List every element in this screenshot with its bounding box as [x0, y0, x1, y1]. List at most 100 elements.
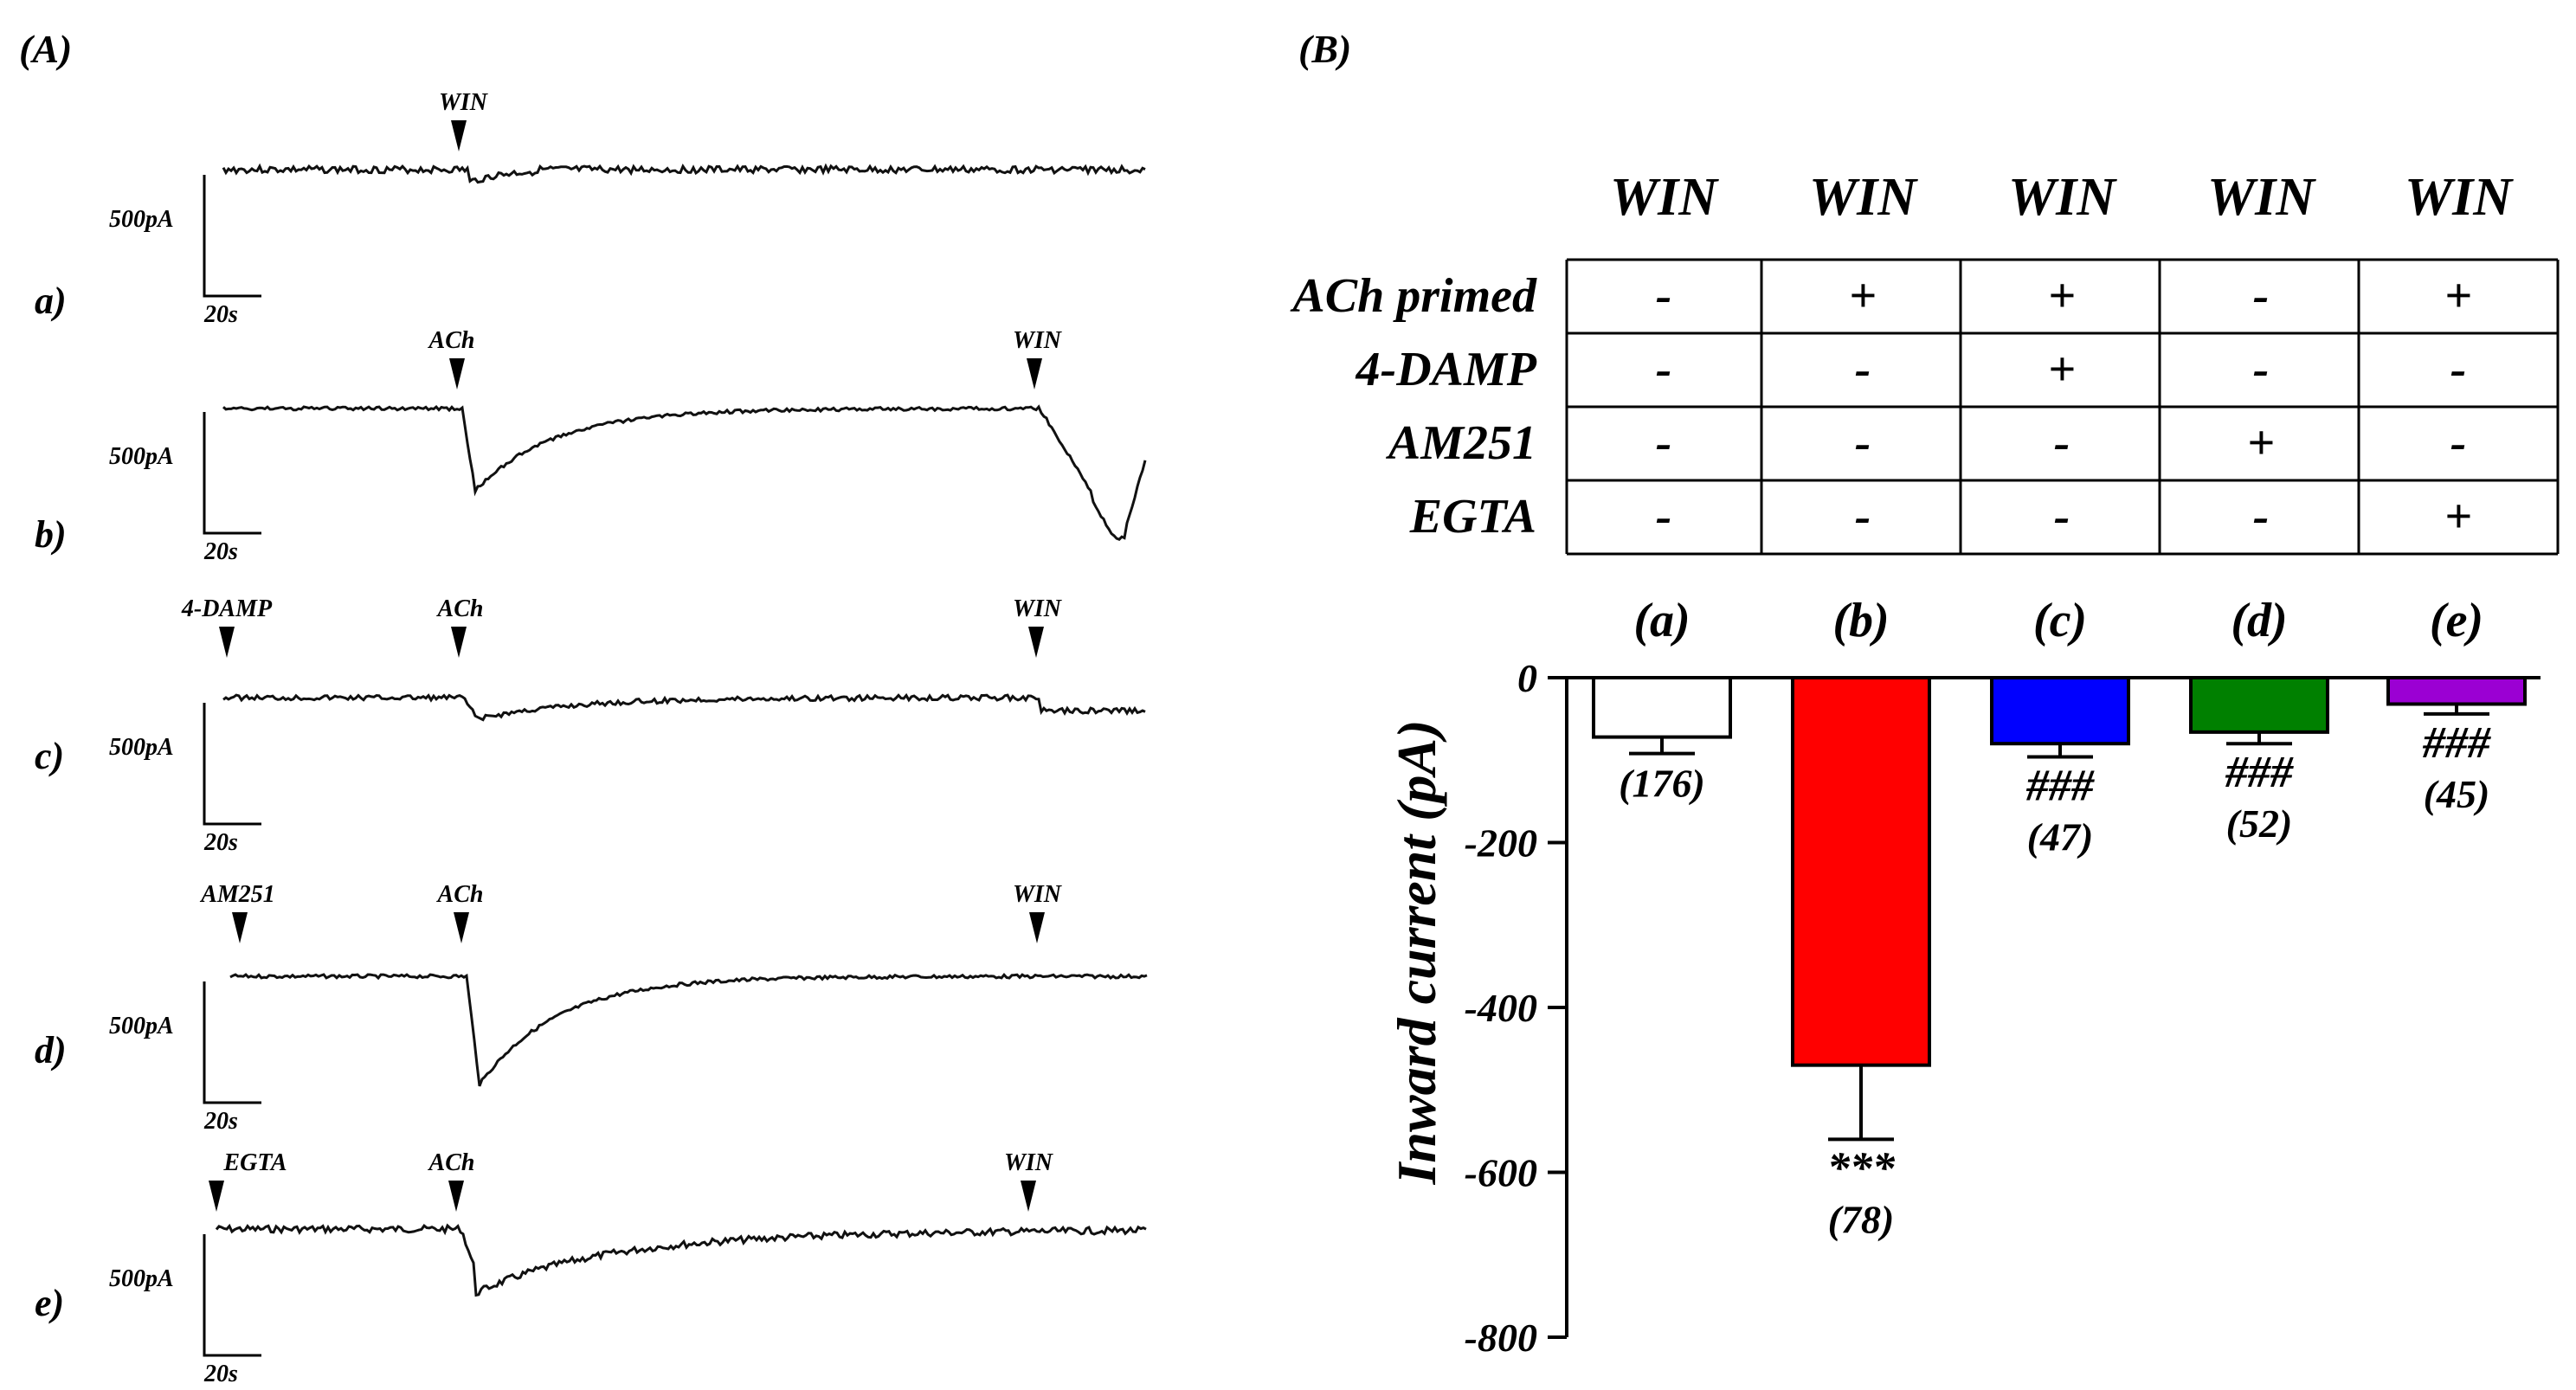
trace-d: d) 500pA 20s AM251 ACh WIN: [35, 881, 1148, 1135]
marker-label: WIN: [1013, 595, 1063, 622]
y-tick-label: -800: [1465, 1316, 1537, 1360]
marker-label: WIN: [439, 89, 489, 116]
current-trace: [229, 973, 1148, 1087]
bar: [1990, 676, 2130, 746]
panel-a: (A) a) 500pA 20s WIN b) 500pA 20s ACh WIN c) 500pA…: [19, 27, 1148, 1387]
marker-label: EGTA: [222, 1149, 287, 1176]
marker-arrow-icon: [1028, 627, 1044, 658]
scale-current-label: 500pA: [109, 1013, 174, 1039]
scale-current-label: 500pA: [109, 443, 174, 470]
bar: [1791, 676, 1931, 1067]
bar: [1592, 676, 1732, 739]
bar-group: (d) ###(52): [2189, 594, 2329, 846]
table-cell: -: [2253, 490, 2270, 544]
scale-time-label: 20s: [203, 1108, 238, 1135]
trace-b: b) 500pA 20s ACh WIN: [35, 327, 1147, 565]
table-header: WIN: [1809, 168, 1918, 227]
marker-arrow-icon: [449, 358, 465, 389]
trace-a: a) 500pA 20s WIN: [35, 89, 1146, 328]
table-cell: -: [1855, 343, 1871, 396]
current-trace: [222, 404, 1147, 541]
table-cell: -: [2450, 343, 2467, 396]
table-cell: -: [2054, 416, 2070, 470]
marker-arrow-icon: [1027, 358, 1042, 389]
scale-bar: [203, 412, 261, 535]
table-header: WIN: [1610, 168, 1719, 227]
marker-label: ACh: [436, 881, 484, 908]
n-label: (52): [2226, 801, 2293, 846]
significance-label: ***: [1827, 1143, 1896, 1193]
scale-current-label: 500pA: [109, 1265, 174, 1292]
n-label: (78): [1828, 1197, 1895, 1241]
panel-a-label: (A): [19, 27, 72, 71]
y-tick-label: 0: [1517, 656, 1537, 700]
significance-label: ###: [2422, 718, 2491, 768]
marker-arrow-icon: [451, 627, 467, 658]
table-row-label: EGTA: [1409, 490, 1536, 544]
significance-label: ###: [2225, 748, 2294, 797]
table-cell: +: [2048, 269, 2076, 323]
marker-label: ACh: [428, 327, 475, 354]
trace-e: e) 500pA 20s EGTA ACh WIN: [35, 1149, 1147, 1387]
category-label: (b): [1832, 594, 1889, 647]
marker-arrow-icon: [1029, 912, 1045, 943]
marker-arrow-icon: [1021, 1181, 1036, 1212]
marker-label: WIN: [1013, 327, 1063, 354]
table-cell: +: [2247, 416, 2275, 470]
table-cell: +: [2048, 343, 2076, 396]
trace-row-label: e): [35, 1282, 64, 1324]
table-cell: -: [1656, 269, 1672, 323]
table-cell: +: [1849, 269, 1877, 323]
table-row-label: 4-DAMP: [1356, 343, 1537, 396]
scale-current-label: 500pA: [109, 206, 174, 233]
bar: [2386, 676, 2527, 706]
trace-row-label: d): [35, 1029, 67, 1071]
condition-table: WIN WIN WIN WIN WIN ACh primed - + + - +4-DAMP - - + -…: [1290, 168, 2560, 556]
marker-arrow-icon: [219, 627, 235, 658]
current-trace: [215, 1223, 1147, 1297]
current-trace: [222, 163, 1146, 184]
marker-arrow-icon: [232, 912, 248, 943]
scale-time-label: 20s: [203, 1361, 238, 1387]
category-label: (a): [1633, 594, 1690, 647]
table-cell: -: [1656, 416, 1672, 470]
table-header: WIN: [2008, 168, 2117, 227]
n-label: (45): [2424, 772, 2490, 816]
marker-arrow-icon: [448, 1181, 464, 1212]
bar: [2189, 676, 2329, 734]
marker-label: ACh: [436, 595, 484, 622]
n-label: (47): [2027, 814, 2094, 859]
marker-arrow-icon: [454, 912, 469, 943]
scale-current-label: 500pA: [109, 734, 174, 761]
table-cell: -: [2450, 416, 2467, 470]
table-header: WIN: [2207, 168, 2316, 227]
scale-time-label: 20s: [203, 301, 238, 328]
table-cell: +: [2444, 490, 2472, 544]
panel-b-label: (B): [1298, 27, 1351, 71]
table-cell: -: [1855, 416, 1871, 470]
table-cell: -: [2054, 490, 2070, 544]
table-header: WIN: [2405, 168, 2514, 227]
table-cell: -: [1855, 490, 1871, 544]
trace-row-label: a): [35, 280, 67, 322]
trace-c: c) 500pA 20s 4-DAMP ACh WIN: [35, 595, 1146, 856]
marker-label: 4-DAMP: [181, 595, 273, 622]
scale-bar: [203, 703, 261, 826]
category-label: (e): [2430, 594, 2483, 647]
current-trace: [222, 692, 1146, 722]
scale-bar: [203, 1234, 261, 1357]
table-cell: -: [2253, 343, 2270, 396]
table-cell: -: [1656, 490, 1672, 544]
panel-b: (B) WIN WIN WIN WIN WIN ACh primed - + + - +4-DAMP…: [1290, 27, 2560, 1360]
y-tick-label: -600: [1465, 1151, 1537, 1195]
bar-group: (b) ***(78): [1791, 594, 1931, 1241]
table-row-label: AM251: [1386, 416, 1536, 470]
table-cell: -: [2253, 269, 2270, 323]
significance-label: ###: [2025, 761, 2095, 810]
y-axis-label: Inward current (pA): [1386, 720, 1447, 1186]
y-tick-label: -400: [1465, 986, 1537, 1030]
marker-label: AM251: [199, 881, 275, 908]
trace-row-label: b): [35, 513, 67, 556]
marker-label: ACh: [428, 1149, 475, 1176]
